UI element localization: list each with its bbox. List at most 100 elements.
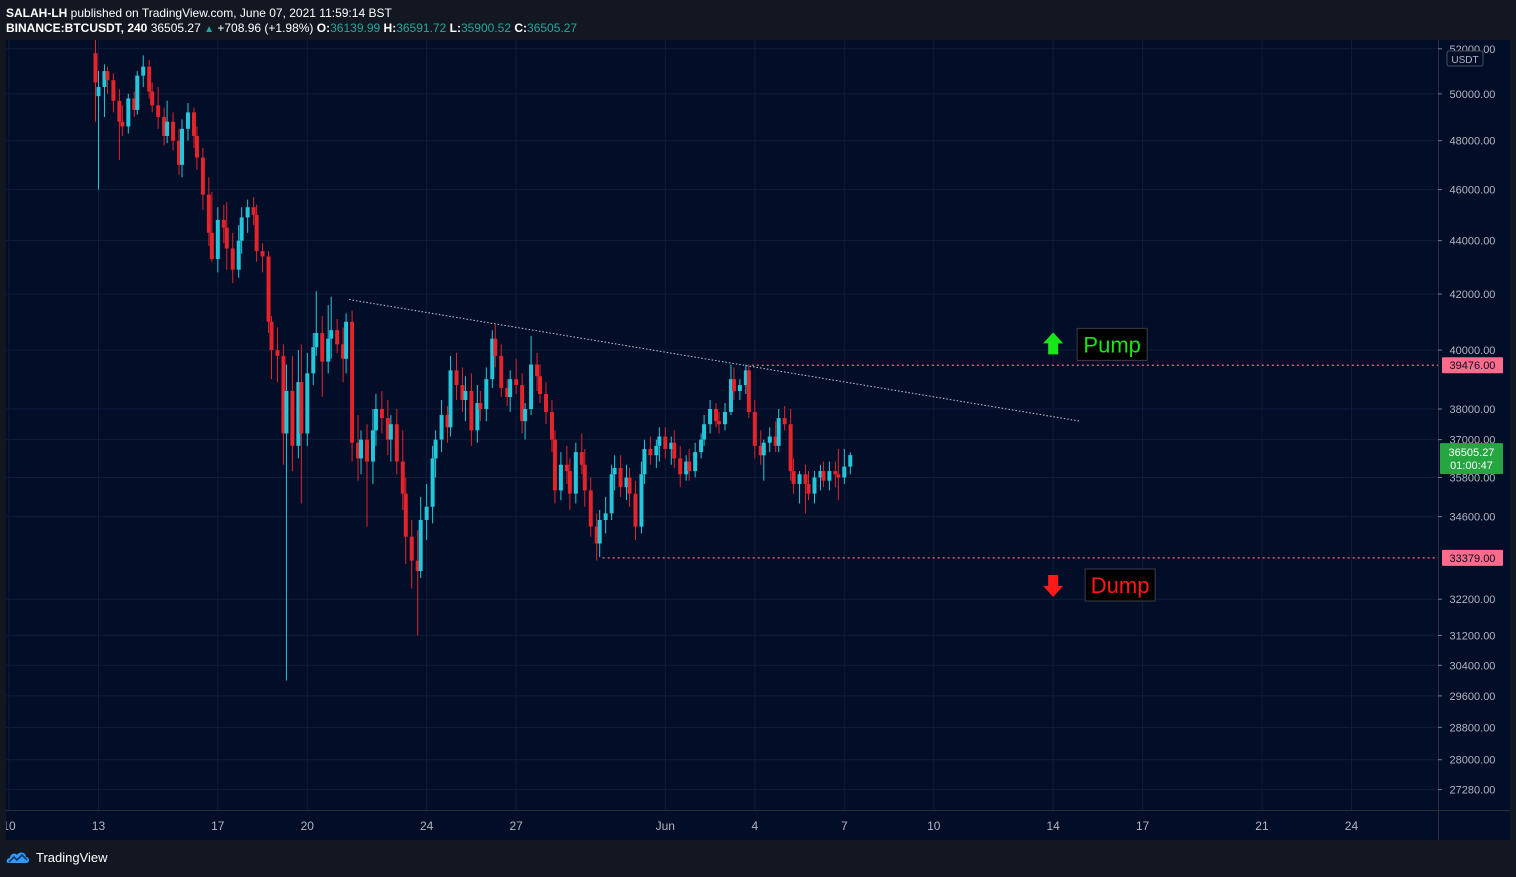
candle-body: [356, 442, 361, 459]
open-value: 36139.99: [330, 21, 381, 35]
time-tick-label: 17: [1136, 819, 1150, 833]
trendline: [349, 299, 1081, 422]
candle: [484, 367, 489, 422]
candle-body: [147, 66, 152, 92]
price-tick-label: 42000.00: [1450, 289, 1496, 301]
candle-body: [597, 519, 602, 544]
candle: [269, 316, 274, 380]
candle-body: [141, 66, 146, 76]
candle-body: [708, 409, 713, 425]
candle: [508, 370, 513, 413]
candle-body: [266, 256, 271, 322]
candle: [96, 71, 101, 190]
pump-annotation: Pump: [1043, 327, 1148, 361]
candle: [341, 327, 346, 383]
candle-body: [177, 140, 182, 165]
price-chart[interactable]: 39476.0033379.00PumpDump52000.0050000.00…: [2, 40, 1510, 840]
candle: [609, 464, 614, 520]
candle: [624, 464, 629, 501]
candle: [230, 232, 235, 284]
candle-body: [403, 493, 408, 537]
candle-body: [275, 350, 280, 356]
candle-body: [693, 452, 698, 472]
tradingview-logo-icon[interactable]: [6, 849, 30, 865]
candle-body: [523, 409, 528, 422]
candle-body: [717, 421, 722, 425]
candle-body: [117, 100, 122, 122]
candle: [627, 467, 632, 507]
last-price: 36505.27: [150, 21, 201, 35]
candle-body: [761, 442, 766, 456]
price-tick-label: 35800.00: [1450, 472, 1496, 484]
candle: [105, 66, 110, 94]
candle: [806, 471, 811, 501]
candle: [567, 458, 572, 511]
candle: [418, 496, 423, 578]
candle: [743, 364, 748, 394]
candle-body: [329, 330, 334, 339]
time-tick-label: 7: [841, 819, 848, 833]
candle-body: [469, 391, 474, 431]
candle-body: [251, 207, 256, 215]
candle-body: [788, 424, 793, 472]
candle: [639, 461, 644, 534]
chart-frame[interactable]: 39476.00 33379.00 Pump Dump 52000.00 50000.00…: [2, 40, 1510, 840]
tradingview-brand[interactable]: TradingView: [36, 849, 108, 865]
candle: [296, 350, 301, 459]
high-value: 36591.72: [396, 21, 447, 35]
author-name[interactable]: SALAH-LH: [6, 6, 68, 20]
candle-body: [612, 467, 617, 475]
close-label: C:: [514, 21, 528, 35]
candle-body: [320, 332, 325, 362]
candle: [714, 402, 719, 428]
candle-body: [803, 474, 808, 484]
price-tick-label: 40000.00: [1450, 345, 1496, 357]
candle: [654, 439, 659, 468]
candle-body: [552, 439, 557, 491]
time-tick-label: 14: [1046, 819, 1060, 833]
price-tick-label: 32200.00: [1450, 594, 1496, 606]
candle-body: [194, 135, 199, 158]
candle-body: [135, 75, 140, 111]
candle-body: [558, 464, 563, 491]
candle-body: [215, 219, 220, 260]
candle-body: [221, 219, 226, 228]
candle: [618, 455, 623, 497]
candle-body: [284, 391, 289, 434]
candle: [469, 373, 474, 446]
candle-body: [359, 439, 364, 459]
candle: [603, 496, 608, 534]
candle: [326, 305, 331, 374]
candle-body: [543, 393, 548, 413]
currency-label: USDT: [1451, 55, 1478, 66]
candle: [224, 202, 229, 270]
candle: [543, 382, 548, 425]
price-change: +708.96 (+1.98%): [217, 21, 314, 35]
candle-body: [669, 442, 674, 449]
candle: [821, 461, 826, 488]
candle-body: [642, 448, 647, 475]
candle: [147, 59, 152, 99]
candle: [403, 477, 408, 565]
candle-body: [687, 461, 692, 472]
candle-body: [499, 355, 504, 389]
candle-body: [767, 436, 772, 443]
candle: [314, 291, 319, 356]
candle: [538, 364, 543, 403]
dump-annotation: Dump: [1043, 568, 1156, 602]
candle: [535, 352, 540, 392]
candle-body: [364, 439, 369, 462]
candle: [797, 471, 802, 504]
candle: [728, 364, 733, 416]
time-tick-label: 20: [301, 819, 315, 833]
candle-body: [206, 194, 211, 233]
candle: [194, 126, 199, 170]
price-tick-label: 44000.00: [1450, 236, 1496, 248]
candle-body: [409, 536, 414, 561]
candle-body: [326, 338, 331, 362]
candle: [135, 71, 140, 115]
candle: [254, 204, 259, 262]
candle: [478, 391, 483, 422]
open-label: O:: [316, 21, 331, 35]
candle: [499, 344, 504, 397]
